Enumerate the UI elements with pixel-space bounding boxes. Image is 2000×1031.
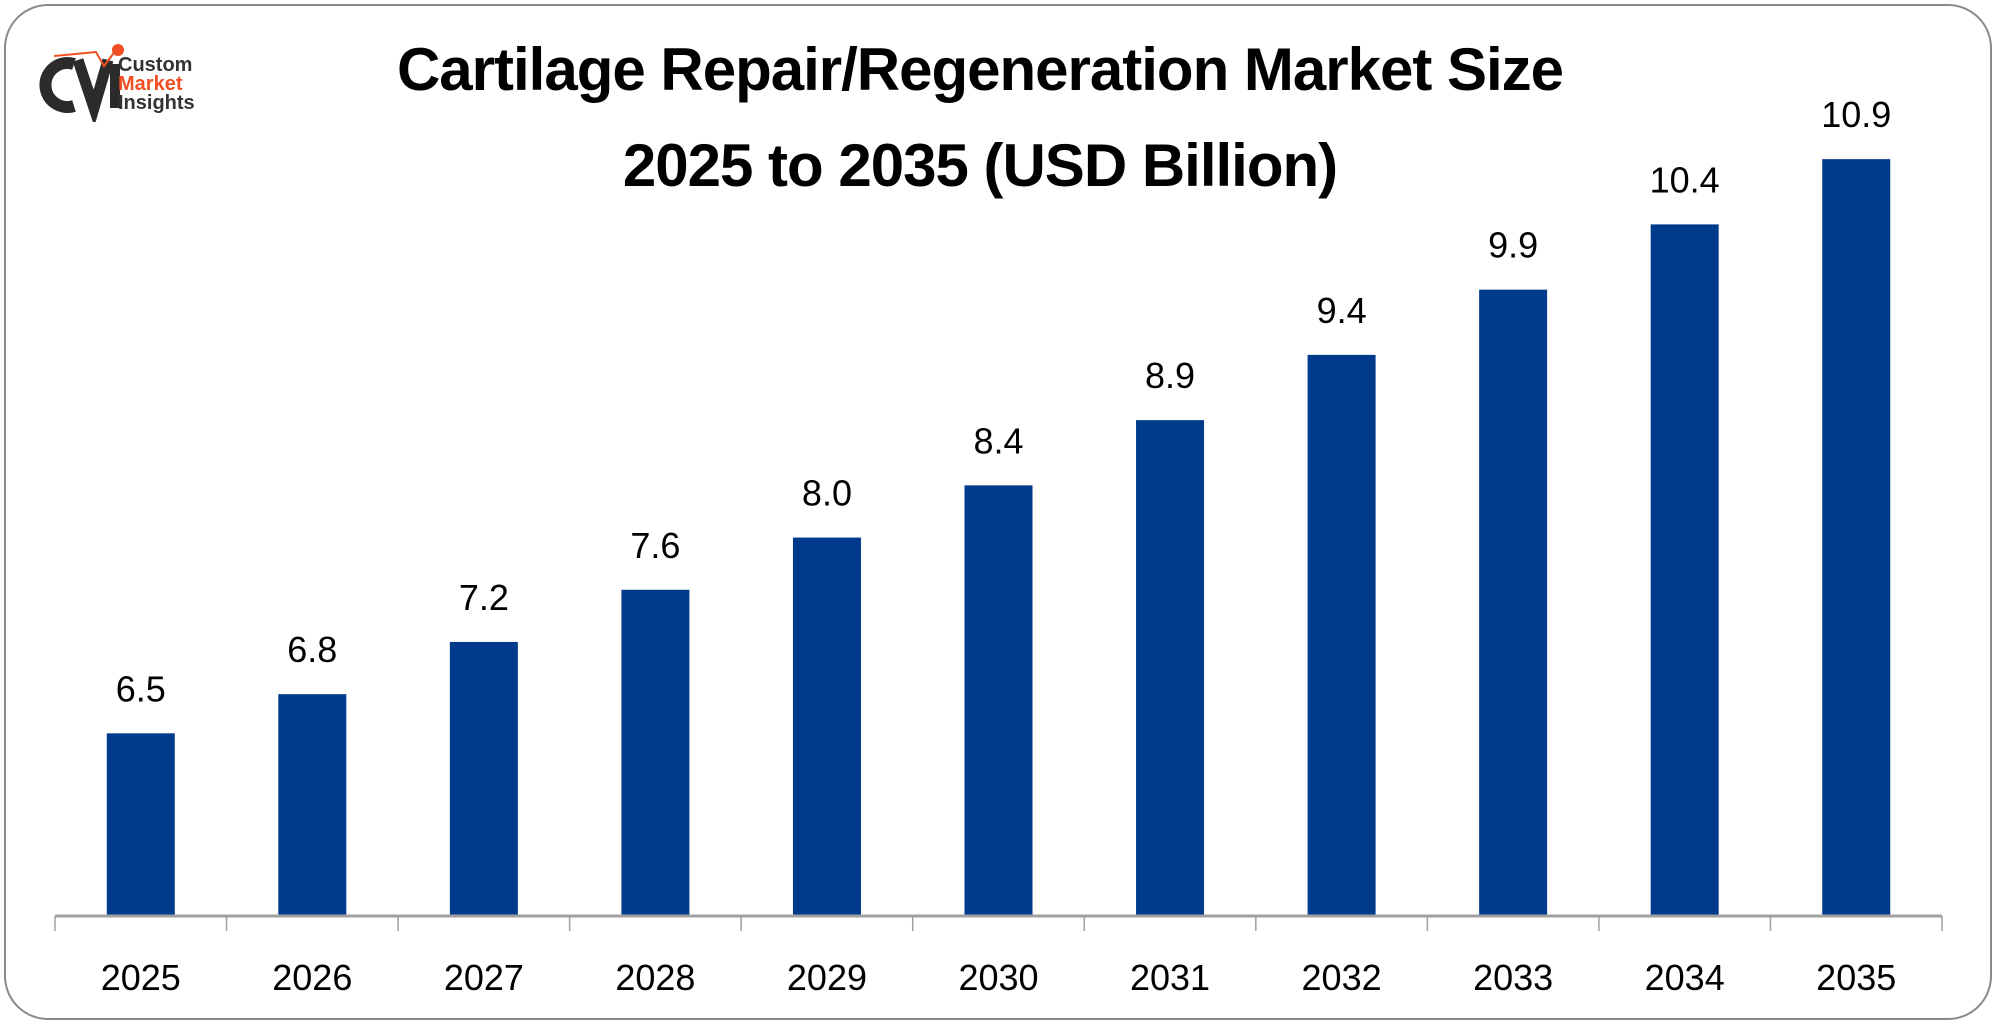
value-label-2034: 10.4 bbox=[1650, 159, 1720, 200]
logo-line-2: Market bbox=[118, 73, 183, 95]
bar-2029 bbox=[792, 537, 861, 916]
x-tick-label-2035: 2035 bbox=[1816, 957, 1896, 998]
x-tick-label-2028: 2028 bbox=[615, 957, 695, 998]
chart-title: Cartilage Repair/Regeneration Market Siz… bbox=[200, 22, 1760, 214]
bar-2025 bbox=[106, 733, 175, 916]
x-tick-label-2031: 2031 bbox=[1130, 957, 1210, 998]
value-label-2029: 8.0 bbox=[802, 473, 852, 514]
bar-2026 bbox=[278, 694, 347, 916]
title-line-2: 2025 to 2035 (USD Billion) bbox=[622, 132, 1338, 199]
value-label-2026: 6.8 bbox=[287, 629, 337, 670]
value-label-2031: 8.9 bbox=[1145, 355, 1195, 396]
x-tick-label-2029: 2029 bbox=[787, 957, 867, 998]
bar-2033 bbox=[1479, 289, 1548, 916]
bar-2032 bbox=[1307, 354, 1376, 916]
x-tick-label-2026: 2026 bbox=[272, 957, 352, 998]
bar-2027 bbox=[449, 641, 518, 916]
value-label-2032: 9.4 bbox=[1317, 290, 1367, 331]
x-tick-label-2025: 2025 bbox=[101, 957, 181, 998]
value-label-2035: 10.9 bbox=[1821, 94, 1891, 135]
bar-2030 bbox=[964, 485, 1033, 916]
logo-line-1: Custom bbox=[118, 54, 193, 76]
x-tick-label-2027: 2027 bbox=[444, 957, 524, 998]
bar-2034 bbox=[1650, 224, 1719, 917]
value-label-2030: 8.4 bbox=[973, 420, 1023, 461]
value-label-2028: 7.6 bbox=[630, 525, 680, 566]
x-tick-label-2034: 2034 bbox=[1645, 957, 1725, 998]
bar-2031 bbox=[1136, 420, 1205, 916]
x-tick-label-2030: 2030 bbox=[958, 957, 1038, 998]
value-label-2033: 9.9 bbox=[1488, 225, 1538, 266]
bar-2028 bbox=[621, 589, 690, 916]
value-label-2027: 7.2 bbox=[459, 577, 509, 618]
cmi-logo bbox=[39, 44, 124, 122]
title-line-1: Cartilage Repair/Regeneration Market Siz… bbox=[396, 36, 1564, 103]
chart-frame bbox=[4, 4, 1992, 1020]
x-tick-label-2033: 2033 bbox=[1473, 957, 1553, 998]
x-tick-label-2032: 2032 bbox=[1302, 957, 1382, 998]
logo-line-3: Insights bbox=[118, 92, 195, 114]
logo-text: Custom Market Insights bbox=[118, 54, 195, 114]
bar-2035 bbox=[1822, 159, 1891, 917]
value-label-2025: 6.5 bbox=[116, 668, 166, 709]
